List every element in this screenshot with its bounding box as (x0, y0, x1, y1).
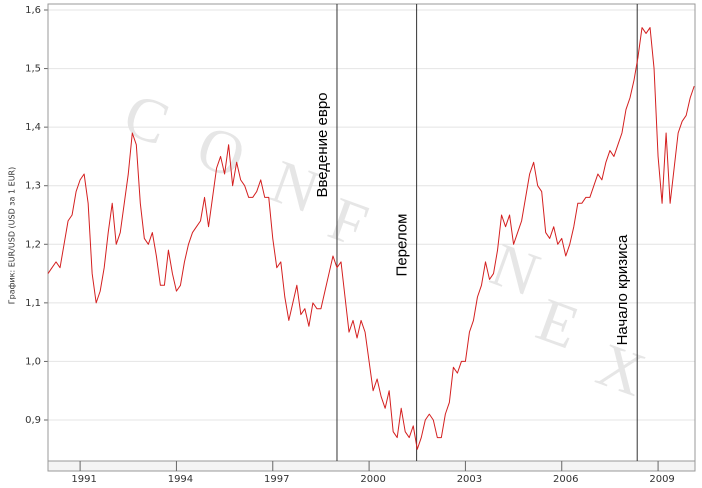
line (47, 27, 695, 450)
y-axis-label: График: EUR/USD (USD за 1 EUR) (8, 167, 17, 304)
x-tick-label: 2009 (649, 474, 674, 485)
x-tick-label: 2000 (360, 474, 385, 485)
y-tick-label: 1,2 (25, 239, 41, 250)
x-axis-band (47, 460, 696, 472)
y-tick-label: 1,5 (25, 64, 41, 75)
x-tick-label: 1994 (168, 474, 193, 485)
annotation-label: Введение евро (314, 92, 331, 197)
x-tick-label: 2006 (553, 474, 578, 485)
x-tick-label: 2003 (457, 474, 482, 485)
y-tick-label: 1,3 (25, 181, 41, 192)
x-tick-label: 1997 (264, 474, 289, 485)
y-tick-label: 1,0 (25, 356, 41, 367)
y-tick-label: 1,4 (25, 122, 41, 133)
y-tick-label: 1,1 (25, 298, 41, 309)
annotation-label: Начало кризиса (614, 234, 631, 345)
x-tick-label: 1991 (71, 474, 96, 485)
annotation-label: Перелом (394, 214, 411, 277)
y-tick-label: 1,6 (25, 5, 41, 16)
y-tick-label: 0,9 (25, 415, 41, 426)
